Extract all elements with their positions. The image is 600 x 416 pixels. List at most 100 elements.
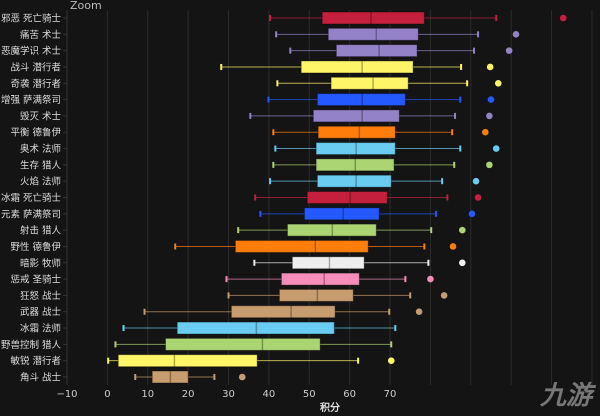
whisker-cap-max	[441, 178, 444, 185]
whisker-cap-max	[390, 341, 393, 348]
outlier-point	[482, 128, 489, 136]
box	[151, 370, 189, 384]
outlier-point	[486, 161, 493, 169]
whisker-cap-max	[473, 47, 476, 54]
whisker-cap-min	[107, 357, 110, 364]
outlier-point	[559, 14, 567, 22]
outlier-point	[427, 275, 434, 283]
x-axis-label: 积分	[320, 401, 340, 414]
whisker-cap-min	[249, 112, 252, 119]
x-tick-label: 70	[384, 389, 397, 400]
box	[165, 337, 321, 351]
y-tick-label: 增强 萨满祭司	[1, 94, 61, 106]
whisker-cap-max	[459, 96, 462, 103]
outlier-point	[492, 145, 500, 152]
box	[306, 191, 388, 204]
y-tick-label: 角斗 战士	[20, 372, 62, 384]
watermark-logo: 九游	[539, 381, 592, 411]
whisker-cap-max	[427, 259, 430, 266]
y-tick-label: 元素 萨满祭司	[1, 208, 61, 220]
y-tick-label: 野性 德鲁伊	[10, 241, 61, 253]
whisker-cap-min	[254, 194, 257, 201]
whisker-cap-max	[423, 243, 426, 250]
box	[315, 142, 396, 156]
box	[234, 239, 369, 253]
outlier-point	[387, 357, 395, 364]
box	[117, 354, 258, 368]
y-tick-label: 痛苦 术士	[20, 29, 62, 41]
box	[176, 321, 335, 335]
whisker-cap-max	[394, 325, 397, 332]
y-tick-label: 狂怒 战士	[20, 290, 62, 302]
y-tick-label: 毁灭 术士	[20, 110, 62, 122]
whisker-cap-min	[134, 374, 137, 380]
y-tick-label: 邪恶 死亡骑士	[1, 13, 62, 25]
whisker-cap-min	[220, 63, 223, 70]
whisker-cap-max	[466, 80, 469, 87]
outlier-point	[459, 226, 466, 234]
whisker-cap-max	[459, 145, 462, 152]
x-tick-label: 40	[263, 389, 276, 400]
y-tick-label: 冰霜 死亡骑士	[1, 192, 62, 204]
box	[335, 44, 418, 58]
box	[280, 272, 360, 286]
whisker-cap-max	[446, 194, 449, 201]
box	[286, 223, 377, 237]
whisker-cap-min	[276, 80, 279, 87]
whisker-cap-min	[289, 47, 292, 54]
outlier-point	[449, 243, 457, 250]
outlier-point	[459, 259, 466, 267]
whisker-cap-max	[409, 292, 412, 299]
whisker-cap-min	[143, 308, 146, 315]
x-tick-label: 30	[222, 389, 235, 400]
y-tick-label: 火焰 法师	[20, 176, 61, 188]
box	[315, 158, 395, 172]
outlier-point	[512, 31, 520, 38]
outlier-point	[440, 292, 448, 299]
whisker-cap-min	[253, 259, 256, 266]
y-tick-label: 惩戒 圣骑士	[10, 274, 61, 286]
outlier-point	[468, 210, 476, 218]
y-tick-label: 射击 猎人	[20, 225, 62, 237]
y-tick-label: 战斗 潜行者	[10, 61, 61, 73]
x-tick-label: 50	[303, 389, 316, 400]
whisker-cap-min	[122, 325, 125, 332]
whisker-cap-min	[275, 31, 278, 38]
whisker-cap-min	[269, 178, 272, 185]
box	[278, 288, 354, 302]
whisker-cap-min	[225, 276, 228, 283]
y-tick-label: 奥术 法师	[20, 143, 61, 155]
outlier-point	[474, 194, 482, 201]
outlier-point	[486, 63, 494, 71]
box	[321, 11, 425, 25]
whisker-cap-max	[430, 227, 433, 234]
whisker-cap-min	[272, 129, 275, 136]
box	[330, 76, 409, 90]
whisker-cap-min	[272, 161, 275, 168]
whisker-cap-max	[388, 308, 391, 315]
whisker-cap-min	[227, 292, 230, 299]
whisker-cap-max	[435, 210, 438, 217]
whisker-cap-min	[267, 96, 270, 103]
whisker-cap-max	[495, 15, 498, 21]
whisker-cap-max	[477, 31, 480, 38]
box	[316, 174, 392, 188]
zoom-label[interactable]: Zoom	[70, 0, 102, 12]
y-tick-label: 奇袭 潜行者	[10, 78, 61, 90]
whisker-cap-max	[404, 276, 407, 283]
whisker-cap-max	[213, 374, 216, 380]
outlier-point	[238, 373, 246, 381]
y-tick-label: 恶魔学识 术士	[1, 45, 62, 57]
box	[300, 60, 414, 74]
y-tick-label: 平衡 德鲁伊	[10, 127, 61, 139]
x-tick-label: 20	[182, 389, 195, 400]
whisker-cap-min	[114, 341, 117, 348]
x-tick-label: −10	[56, 389, 77, 400]
box	[230, 305, 336, 319]
whisker-cap-max	[451, 129, 454, 136]
x-tick-label: 60	[343, 389, 356, 400]
x-tick-label: 10	[141, 389, 154, 400]
whisker-cap-min	[274, 145, 277, 152]
outlier-point	[505, 47, 513, 54]
